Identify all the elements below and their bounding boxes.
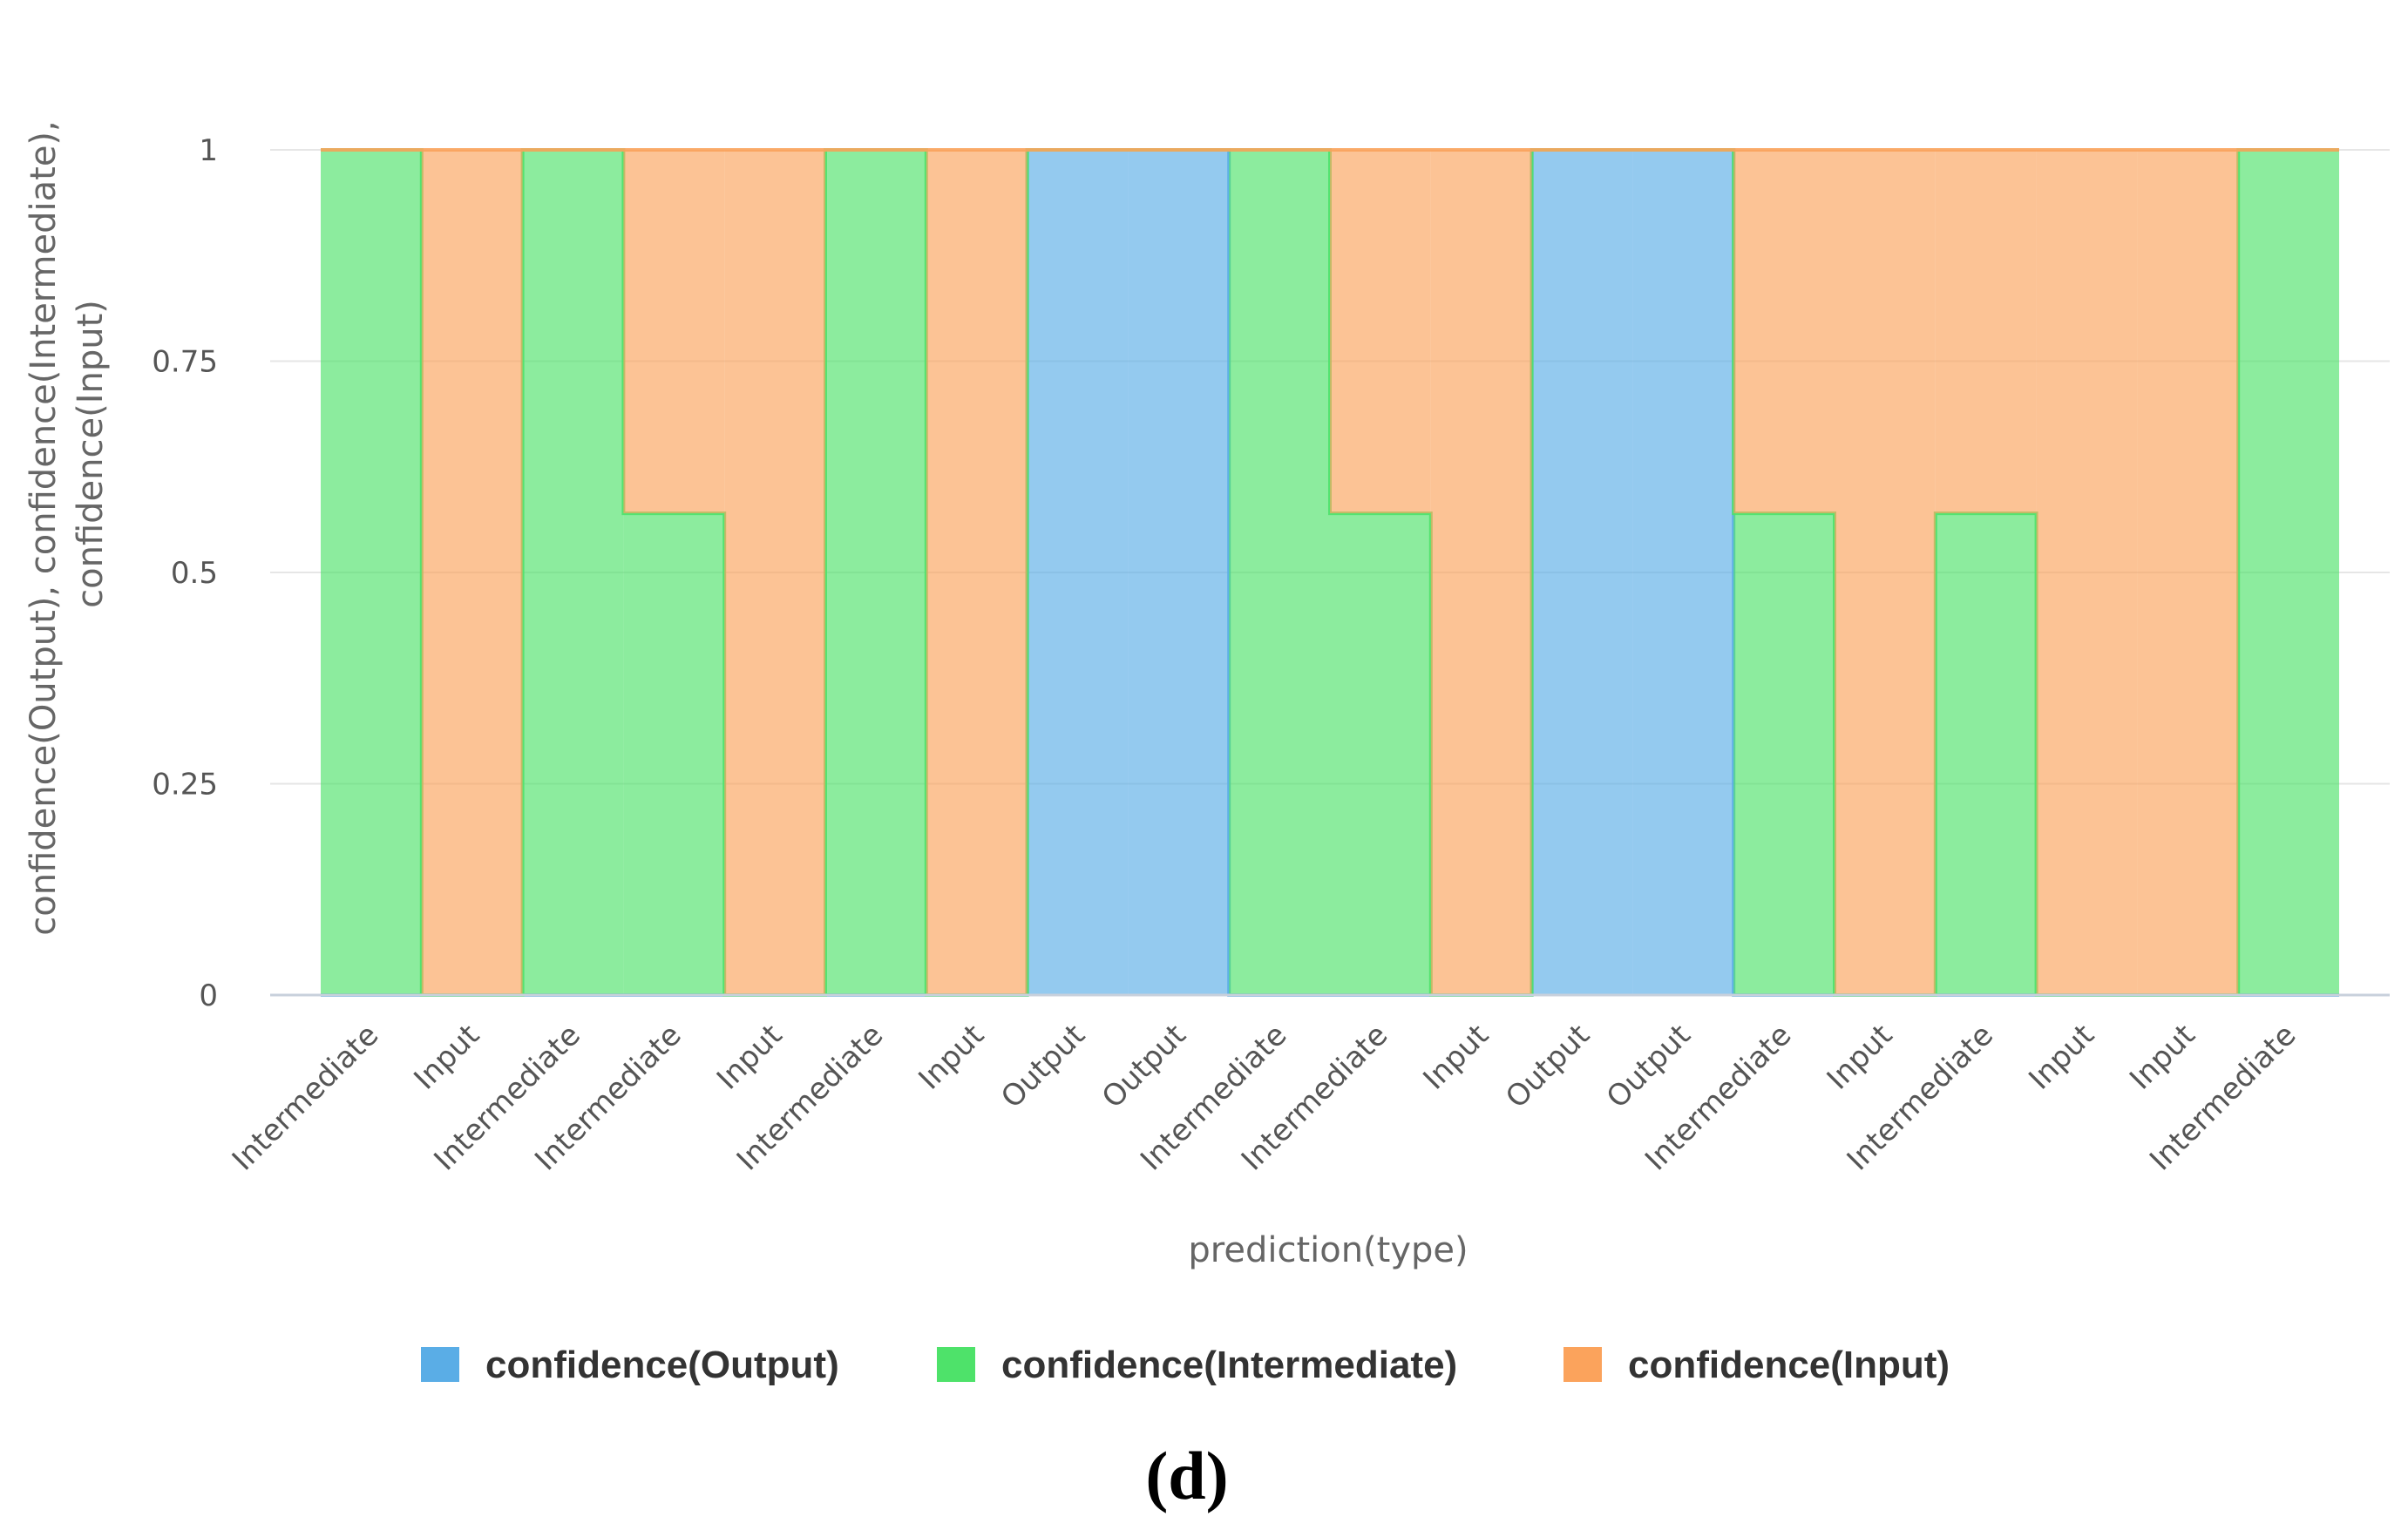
legend-label: confidence(Output) xyxy=(485,1344,839,1386)
area-segment xyxy=(421,150,523,995)
area-segment xyxy=(1531,150,1633,995)
area-segment xyxy=(1935,150,2037,514)
area-segment xyxy=(926,150,1028,995)
series-confidence(Intermediate) xyxy=(321,148,2339,997)
area-segment xyxy=(623,513,725,995)
area-segment xyxy=(522,150,624,995)
legend-label: confidence(Input) xyxy=(1628,1344,1950,1386)
area-segment xyxy=(825,150,926,995)
x-tick-label: Output xyxy=(1095,1018,1193,1115)
figure-caption: (d) xyxy=(1145,1438,1228,1513)
area-segment xyxy=(321,150,422,995)
x-axis-title: prediction(type) xyxy=(1188,1230,1468,1270)
area-segment xyxy=(2137,150,2239,995)
y-axis-ticks: 0 0.25 0.5 0.75 1 xyxy=(152,133,218,1013)
area-segment xyxy=(2238,150,2339,995)
area-segment xyxy=(1128,150,1230,995)
legend-item[interactable]: confidence(Input) xyxy=(1564,1344,1950,1386)
x-tick-label: Input xyxy=(912,1018,992,1097)
area-segment xyxy=(623,150,725,514)
legend: confidence(Output) confidence(Intermediat… xyxy=(421,1344,1950,1386)
series-marks xyxy=(321,148,2339,997)
y-axis-title-line-2: confidence(Input) xyxy=(71,300,111,608)
legend-label: confidence(Intermediate) xyxy=(1001,1344,1457,1386)
y-tick-label: 0.5 xyxy=(171,556,218,591)
area-segment xyxy=(1733,150,1835,514)
area-segment xyxy=(1632,150,1734,995)
x-axis-ticks: Intermediate InputIntermediateIntermediat… xyxy=(226,1018,2303,1177)
area-segment xyxy=(1733,513,1835,995)
legend-swatch xyxy=(937,1347,975,1382)
x-tick-label: Output xyxy=(1499,1018,1597,1115)
y-tick-label: 0.25 xyxy=(152,768,218,802)
legend-swatch xyxy=(1564,1347,1602,1382)
area-segment xyxy=(1935,513,2037,995)
x-tick-label: Input xyxy=(2022,1018,2101,1097)
y-axis-title-line-1: confidence(Output), confidence(Intermedi… xyxy=(24,120,64,936)
x-tick-label: Input xyxy=(710,1018,790,1097)
area-segment xyxy=(1330,513,1431,995)
area-segment xyxy=(1835,150,1936,995)
legend-swatch xyxy=(421,1347,459,1382)
area-segment xyxy=(1027,150,1129,995)
x-tick-label: Input xyxy=(1417,1018,1496,1097)
x-tick-label: Output xyxy=(994,1018,1092,1115)
area-segment xyxy=(1229,150,1330,995)
x-tick-label: Input xyxy=(2123,1018,2202,1097)
series-confidence(Input) xyxy=(321,148,2339,995)
area-segment xyxy=(1330,150,1431,514)
x-tick-label: Input xyxy=(1821,1018,1900,1097)
area-segment xyxy=(724,150,825,995)
y-tick-label: 0 xyxy=(199,978,218,1013)
x-tick-label: Input xyxy=(408,1018,487,1097)
x-tick-label: Intermediate xyxy=(226,1018,385,1177)
y-tick-label: 0.75 xyxy=(152,345,218,380)
y-tick-label: 1 xyxy=(199,133,218,168)
area-segment xyxy=(1430,150,1532,995)
legend-item[interactable]: confidence(Intermediate) xyxy=(937,1344,1457,1386)
area-segment xyxy=(2036,150,2138,995)
x-tick-label: Output xyxy=(1600,1018,1698,1115)
legend-item[interactable]: confidence(Output) xyxy=(421,1344,839,1386)
